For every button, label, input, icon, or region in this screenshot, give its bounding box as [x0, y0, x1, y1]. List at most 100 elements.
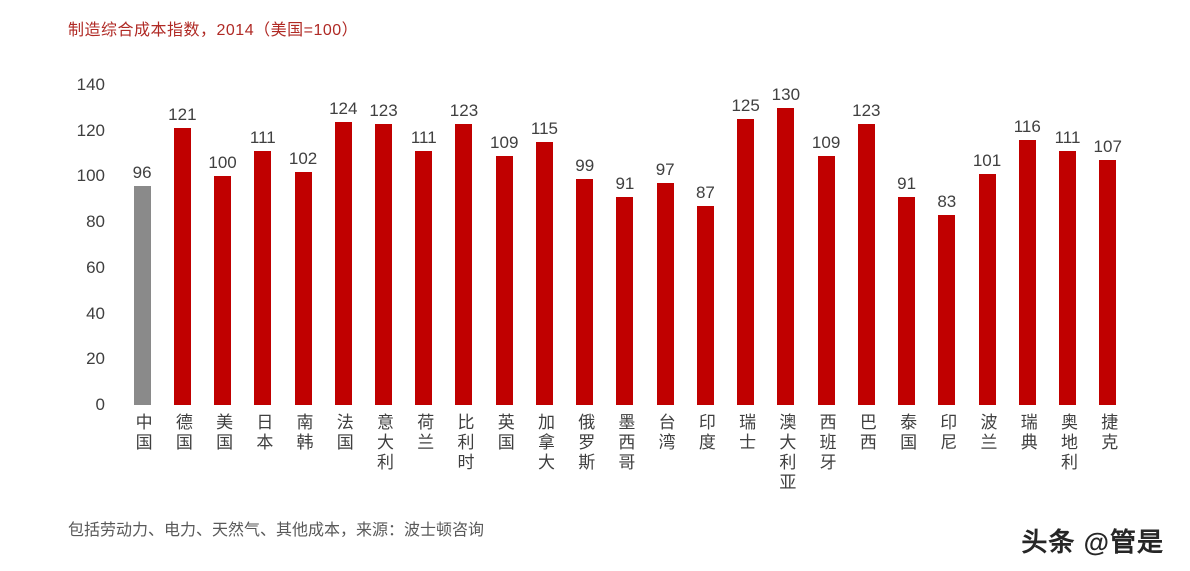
chart-title: 制造综合成本指数，2014（美国=100） — [68, 22, 359, 39]
bar-value-label: 99 — [575, 155, 595, 175]
category-label: 澳大利亚 — [766, 413, 806, 493]
category-label: 法国 — [323, 413, 363, 493]
category-label-text: 印度 — [695, 413, 715, 453]
bar — [415, 151, 433, 405]
category-label-text: 泰国 — [897, 413, 917, 453]
bar — [817, 155, 835, 405]
category-label: 美国 — [202, 413, 242, 493]
category-label: 瑞典 — [1007, 413, 1047, 493]
bar-slot: 123 — [444, 85, 484, 405]
bar — [777, 108, 795, 405]
bar-value-label: 124 — [329, 98, 358, 118]
bar — [1059, 151, 1076, 405]
category-label: 墨西哥 — [605, 413, 645, 493]
bar-value-label: 107 — [1093, 137, 1122, 157]
category-label: 台湾 — [645, 413, 685, 493]
category-label: 意大利 — [363, 413, 403, 493]
bar-value-label: 91 — [615, 174, 635, 193]
category-label-text: 中国 — [132, 413, 152, 453]
bar-slot: 123 — [363, 85, 403, 405]
bar — [294, 171, 312, 405]
y-tick-label: 140 — [76, 75, 105, 94]
category-label: 西班牙 — [806, 413, 846, 493]
bar-value-label: 87 — [695, 183, 715, 203]
category-label: 印尼 — [927, 413, 967, 493]
bar — [334, 121, 352, 405]
category-label-text: 澳大利亚 — [776, 413, 796, 493]
category-label-text: 比利时 — [454, 413, 474, 473]
category-label-text: 俄罗斯 — [575, 413, 595, 473]
bar-value-label: 123 — [369, 100, 398, 120]
bar-value-label: 123 — [852, 100, 881, 120]
bar — [214, 176, 232, 405]
y-tick-label: 20 — [86, 349, 105, 369]
category-label: 英国 — [484, 413, 524, 493]
bar-slot: 107 — [1088, 85, 1128, 405]
bar-value-label: 109 — [490, 132, 519, 152]
category-label-text: 西班牙 — [816, 413, 836, 473]
category-label: 奥地利 — [1047, 413, 1087, 493]
bar-value-label: 91 — [897, 174, 917, 193]
category-label-text: 巴西 — [856, 413, 876, 453]
bar-value-label: 130 — [771, 85, 801, 104]
category-label-text: 意大利 — [374, 413, 394, 473]
category-label: 中国 — [122, 413, 162, 493]
y-tick-label: 120 — [76, 120, 105, 140]
y-tick-label: 60 — [86, 257, 105, 277]
bar — [857, 123, 875, 405]
category-label: 俄罗斯 — [565, 413, 605, 493]
category-label: 泰国 — [886, 413, 926, 493]
bar — [535, 142, 553, 405]
y-tick-label: 0 — [95, 395, 105, 414]
bar-slot: 124 — [323, 85, 363, 405]
bar-slot: 102 — [283, 85, 323, 405]
bar-value-label: 111 — [410, 128, 437, 148]
bar-value-label: 100 — [208, 153, 237, 173]
bar-slot: 130 — [766, 85, 806, 405]
bar — [656, 183, 674, 405]
bar-value-label: 121 — [168, 105, 197, 125]
bar — [254, 151, 272, 405]
bar — [133, 185, 151, 405]
bar — [1018, 139, 1036, 405]
y-tick-label: 40 — [86, 303, 105, 323]
category-label-text: 墨西哥 — [615, 413, 635, 473]
bar-value-label: 109 — [811, 132, 841, 152]
bar-value-label: 116 — [1013, 116, 1041, 136]
bar-slot: 96 — [122, 85, 162, 405]
category-label-text: 瑞士 — [736, 413, 756, 453]
bar-value-label: 96 — [132, 162, 152, 182]
bar — [495, 155, 513, 405]
watermark: 头条 @管是 — [1021, 527, 1164, 557]
category-label-text: 台湾 — [655, 413, 675, 453]
category-label: 巴西 — [846, 413, 886, 493]
bar-value-label: 111 — [249, 128, 276, 148]
bar-value-label: 111 — [1054, 128, 1081, 148]
category-label: 瑞士 — [726, 413, 766, 493]
bar-slot: 111 — [243, 85, 283, 405]
bar — [173, 128, 191, 405]
y-tick-label: 100 — [76, 166, 105, 186]
bar-slot: 97 — [645, 85, 685, 405]
category-label-text: 日本 — [253, 413, 273, 453]
bar — [576, 178, 594, 405]
category-label-text: 荷兰 — [414, 413, 434, 453]
bar — [978, 174, 996, 405]
bar-slot: 87 — [685, 85, 725, 405]
category-label-text: 加拿大 — [534, 413, 554, 473]
bar-value-label: 102 — [288, 148, 318, 168]
bar — [737, 119, 755, 405]
bar-slot: 121 — [162, 85, 202, 405]
category-label-text: 英国 — [494, 413, 514, 453]
category-label-text: 奥地利 — [1058, 413, 1077, 473]
bar — [1099, 160, 1117, 405]
bar-slot: 83 — [927, 85, 967, 405]
bar-slot: 111 — [1047, 85, 1087, 405]
plot-area: 96 121 100 111 102 124 123 111 123 109 115 99 91 97 87… — [122, 85, 1128, 405]
category-label: 加拿大 — [524, 413, 564, 493]
category-label: 捷克 — [1088, 413, 1128, 493]
bar-slot: 125 — [726, 85, 766, 405]
y-tick-label: 80 — [86, 212, 105, 232]
category-label-text: 美国 — [213, 413, 233, 453]
category-label: 波兰 — [967, 413, 1007, 493]
